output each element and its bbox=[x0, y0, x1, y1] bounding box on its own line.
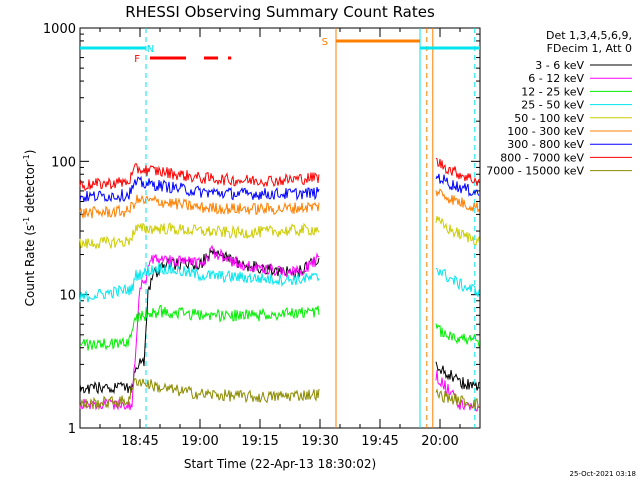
svg-text:Count Rate (s-1 detector-1): Count Rate (s-1 detector-1) bbox=[22, 150, 37, 307]
legend-header-line-1: Det 1,3,4,5,6,9, bbox=[546, 29, 632, 42]
y-tick-label: 1000 bbox=[43, 22, 76, 37]
x-axis-label: Start Time (22-Apr-13 18:30:02) bbox=[184, 457, 376, 471]
x-tick-label: 18:45 bbox=[121, 434, 158, 449]
legend-label: 800 - 7000 keV bbox=[500, 151, 584, 164]
plot-area: 1 10 100 1000 18:45 19:00 19:15 19:30 19:45 20:00… bbox=[43, 22, 481, 449]
chart-title: RHESSI Observing Summary Count Rates bbox=[125, 3, 435, 21]
legend-label: 100 - 300 keV bbox=[507, 125, 584, 138]
flag-label-N: N bbox=[147, 44, 154, 55]
x-tick-label: 19:45 bbox=[361, 434, 398, 449]
series-line bbox=[79, 173, 480, 203]
series-line bbox=[79, 244, 480, 412]
series-line bbox=[79, 304, 480, 351]
legend-label: 50 - 100 keV bbox=[514, 112, 584, 125]
flag-label-S: S bbox=[322, 37, 328, 48]
series-line bbox=[79, 377, 480, 411]
legend-label: 6 - 12 keV bbox=[528, 72, 584, 85]
x-tick-label: 19:00 bbox=[181, 434, 218, 449]
legend-label: 12 - 25 keV bbox=[521, 85, 584, 98]
legend-label: 3 - 6 keV bbox=[535, 59, 584, 72]
x-tick-label: 20:00 bbox=[421, 434, 458, 449]
timestamp: 25-Oct-2021 03:18 bbox=[570, 470, 636, 478]
legend-label: 300 - 800 keV bbox=[507, 138, 584, 151]
y-axis-label: Count Rate (s-1 detector-1) bbox=[22, 150, 37, 307]
series-line bbox=[79, 262, 480, 303]
flag-label-F: F bbox=[134, 54, 140, 65]
series-line bbox=[79, 188, 480, 220]
series-line bbox=[79, 157, 480, 191]
y-tick-label: 100 bbox=[51, 155, 76, 170]
y-tick-label: 10 bbox=[59, 289, 76, 304]
legend-label: 7000 - 15000 keV bbox=[486, 165, 584, 178]
legend-header-line-2: FDecim 1, Att 0 bbox=[547, 42, 632, 55]
x-tick-label: 19:15 bbox=[241, 434, 278, 449]
series-line bbox=[79, 215, 480, 249]
legend-label: 25 - 50 keV bbox=[521, 99, 584, 112]
series-line bbox=[79, 248, 480, 395]
x-tick-label: 19:30 bbox=[301, 434, 338, 449]
y-tick-label: 1 bbox=[68, 422, 76, 437]
